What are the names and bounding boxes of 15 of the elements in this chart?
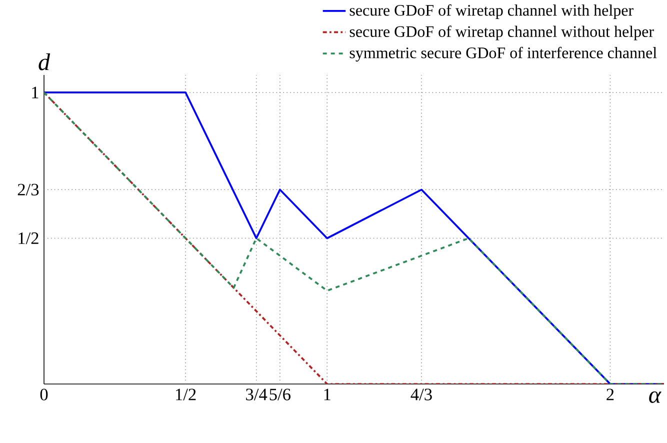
x-tick-label: 5/6 xyxy=(270,388,290,400)
x-tick-label: 4/3 xyxy=(410,388,432,400)
x-tick-label: 3/4 xyxy=(246,388,268,400)
legend-label: symmetric secure GDoF of interference channel xyxy=(350,46,657,62)
legend-label: secure GDoF of wiretap channel with helper xyxy=(350,4,634,20)
x-tick-label: 0 xyxy=(40,388,48,400)
x-tick-label: 2 xyxy=(606,388,614,400)
y-tick-label: 1 xyxy=(32,86,38,98)
y-axis-title: d xyxy=(38,53,50,70)
x-tick-label: 1 xyxy=(324,388,330,400)
x-axis-title: α xyxy=(649,391,662,403)
x-tick-label: 1/2 xyxy=(176,388,196,400)
legend-label: secure GDoF of wiretap channel without helper xyxy=(350,26,654,40)
y-tick-label: 2/3 xyxy=(18,184,39,196)
y-tick-label: 1/2 xyxy=(18,232,38,244)
